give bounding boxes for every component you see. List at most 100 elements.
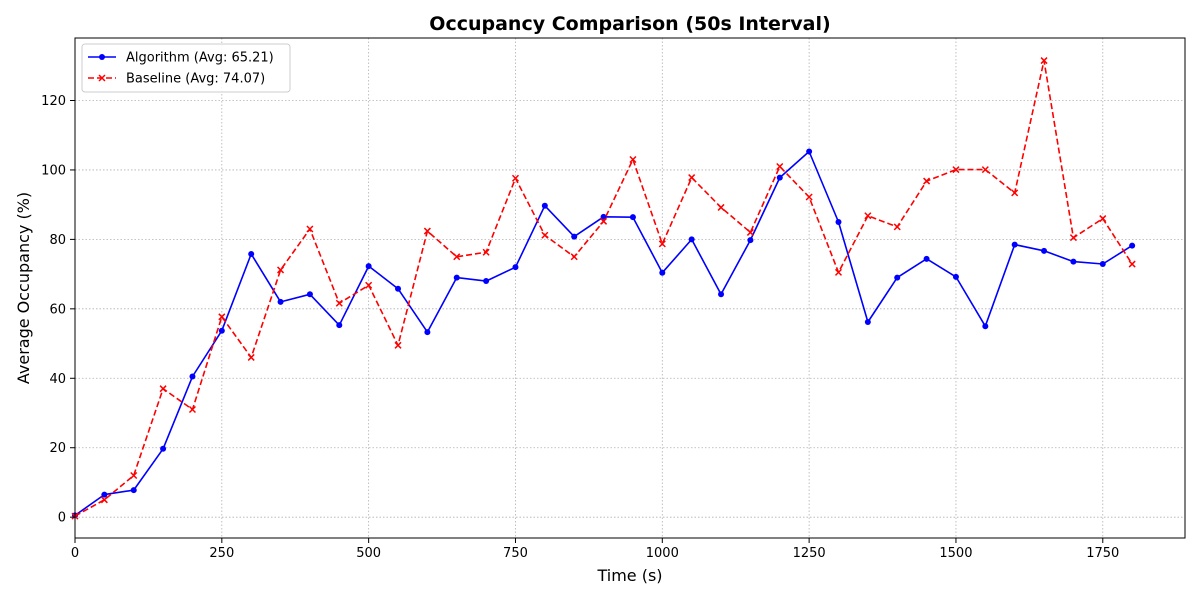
data-point bbox=[805, 193, 813, 201]
data-point bbox=[395, 285, 402, 292]
data-point bbox=[1069, 234, 1077, 242]
data-point bbox=[541, 231, 549, 239]
y-tick-label: 0 bbox=[58, 511, 66, 526]
x-tick-label: 250 bbox=[209, 546, 234, 561]
data-point bbox=[923, 255, 930, 262]
y-axis-title: Average Occupancy (%) bbox=[14, 192, 33, 384]
data-point bbox=[189, 373, 196, 380]
chart-title: Occupancy Comparison (50s Interval) bbox=[429, 13, 830, 35]
tick-layer: 0 250 500 750 1000 1250 1500 1750 0 20 40 60 80 100 12… bbox=[41, 94, 1119, 561]
data-point bbox=[981, 166, 989, 174]
data-point bbox=[100, 496, 108, 504]
data-point bbox=[864, 319, 871, 326]
data-point bbox=[306, 225, 314, 233]
data-point bbox=[952, 166, 960, 174]
data-point bbox=[453, 274, 460, 281]
data-point bbox=[952, 273, 959, 280]
data-point bbox=[482, 248, 490, 256]
data-point bbox=[130, 487, 137, 494]
data-point bbox=[835, 219, 842, 226]
data-point bbox=[1099, 215, 1107, 223]
x-tick-label: 1250 bbox=[793, 546, 826, 561]
series-layer bbox=[71, 57, 1136, 520]
data-point bbox=[893, 223, 901, 231]
y-tick-label: 120 bbox=[41, 94, 66, 109]
data-point bbox=[688, 236, 695, 243]
data-point bbox=[277, 298, 284, 305]
y-tick-label: 60 bbox=[49, 302, 66, 317]
y-tick-label: 40 bbox=[49, 372, 66, 387]
data-point bbox=[160, 445, 167, 452]
data-point bbox=[600, 213, 607, 220]
data-point bbox=[923, 177, 931, 185]
y-tick-label: 20 bbox=[49, 441, 66, 456]
data-point bbox=[982, 323, 989, 330]
data-point bbox=[130, 471, 138, 480]
data-point bbox=[248, 250, 255, 257]
data-point bbox=[277, 266, 285, 274]
data-point bbox=[1099, 261, 1106, 268]
data-point bbox=[571, 233, 578, 240]
data-point bbox=[864, 212, 872, 220]
data-point bbox=[717, 203, 725, 211]
data-point bbox=[1011, 241, 1018, 248]
y-tick-label: 100 bbox=[41, 163, 66, 178]
data-point bbox=[335, 299, 343, 307]
data-point bbox=[483, 278, 490, 285]
data-point bbox=[365, 281, 373, 289]
x-tick-label: 1000 bbox=[646, 546, 679, 561]
data-point bbox=[541, 202, 548, 209]
data-point bbox=[512, 264, 519, 271]
data-point bbox=[806, 148, 813, 155]
data-point bbox=[688, 174, 696, 182]
legend-label: Algorithm (Avg: 65.21) bbox=[126, 51, 274, 66]
data-point bbox=[629, 214, 636, 221]
data-point bbox=[306, 291, 313, 298]
plot-frame bbox=[74, 37, 1186, 539]
data-point bbox=[423, 227, 431, 235]
data-point bbox=[659, 269, 666, 276]
data-point bbox=[894, 274, 901, 281]
y-tick-label: 80 bbox=[49, 233, 66, 248]
data-point bbox=[1041, 247, 1048, 254]
data-point bbox=[776, 174, 783, 181]
x-tick-label: 500 bbox=[356, 546, 381, 561]
data-point bbox=[1129, 242, 1136, 249]
data-point bbox=[746, 228, 754, 236]
data-point bbox=[600, 217, 608, 225]
data-point bbox=[336, 322, 343, 329]
legend: Algorithm (Avg: 65.21) Baseline (Avg: 74.… bbox=[81, 43, 291, 93]
legend-entry: Algorithm (Avg: 65.21) bbox=[88, 51, 274, 66]
data-point bbox=[1070, 258, 1077, 265]
data-point bbox=[658, 240, 666, 248]
data-point bbox=[218, 313, 226, 321]
data-point bbox=[365, 263, 372, 270]
data-point bbox=[159, 385, 167, 393]
data-point bbox=[247, 353, 255, 361]
data-point bbox=[747, 237, 754, 244]
x-tick-label: 0 bbox=[71, 546, 79, 561]
data-point bbox=[629, 155, 637, 164]
data-point bbox=[1128, 260, 1136, 268]
x-tick-label: 1500 bbox=[939, 546, 972, 561]
data-point bbox=[101, 491, 108, 498]
data-point bbox=[570, 253, 578, 261]
data-point bbox=[834, 268, 843, 276]
legend-marker bbox=[98, 74, 106, 82]
data-point bbox=[511, 174, 520, 182]
grid-layer bbox=[74, 38, 1185, 538]
data-point bbox=[218, 327, 225, 334]
data-point bbox=[776, 162, 784, 171]
data-point bbox=[424, 329, 431, 336]
data-point bbox=[718, 291, 725, 298]
legend-entry: Baseline (Avg: 74.07) bbox=[88, 72, 265, 87]
data-point bbox=[188, 405, 196, 414]
legend-marker bbox=[99, 54, 105, 60]
x-tick-label: 750 bbox=[503, 546, 528, 561]
data-point bbox=[1040, 57, 1048, 65]
x-axis-title: Time (s) bbox=[596, 566, 662, 585]
legend-label: Baseline (Avg: 74.07) bbox=[126, 72, 265, 87]
